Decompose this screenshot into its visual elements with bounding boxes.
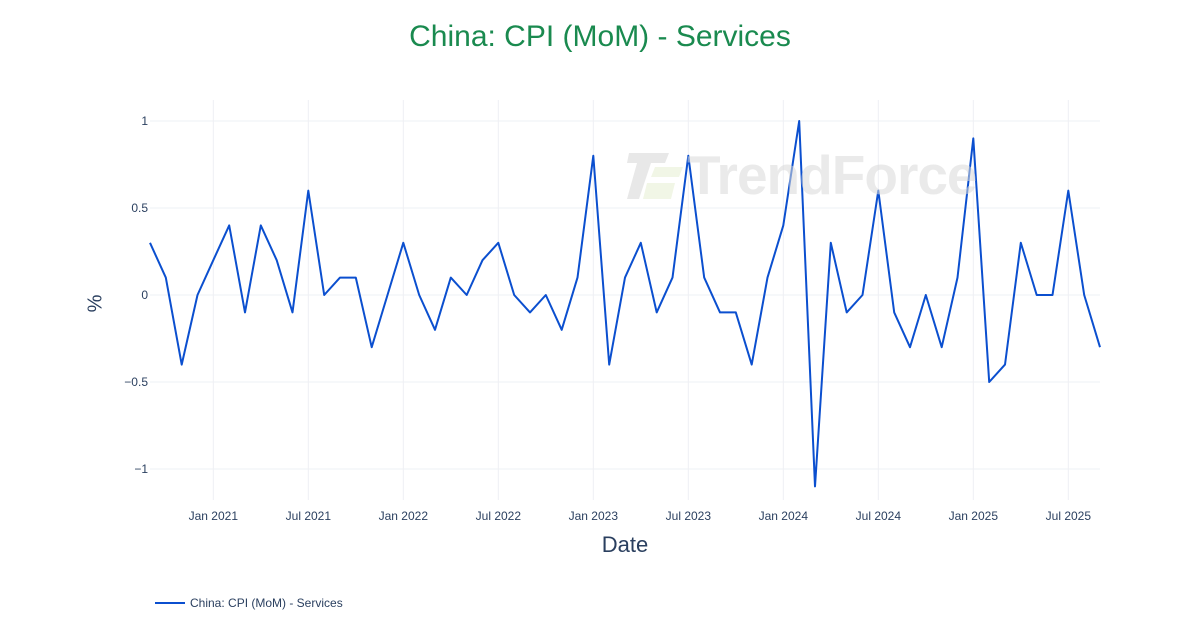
y-tick-label: −1: [134, 462, 148, 476]
x-axis-ticks: Jan 2021 Jul 2021 Jan 2022 Jul 2022 Jan 2023…: [189, 509, 1092, 523]
y-tick-label: 0.5: [131, 201, 148, 215]
trendforce-logo-icon: [625, 147, 685, 203]
x-tick-label: Jul 2023: [666, 509, 712, 523]
x-tick-label: Jul 2021: [286, 509, 332, 523]
trendforce-watermark: TrendForce: [625, 143, 978, 207]
x-tick-label: Jul 2025: [1046, 509, 1092, 523]
legend-line-swatch-icon: [155, 602, 185, 604]
x-tick-label: Jan 2025: [949, 509, 999, 523]
legend[interactable]: China: CPI (MoM) - Services: [155, 596, 343, 610]
x-tick-label: Jul 2024: [856, 509, 902, 523]
x-tick-label: Jan 2021: [189, 509, 239, 523]
chart-title: China: CPI (MoM) - Services: [409, 20, 791, 53]
x-axis-label: Date: [601, 532, 649, 557]
series-line: [149, 120, 1101, 488]
y-axis-label: %: [84, 294, 107, 313]
x-tick-label: Jan 2023: [569, 509, 619, 523]
watermark-text: TrendForce: [687, 144, 978, 206]
y-axis-ticks: 1 0.5 0 −0.5 −1: [124, 114, 148, 476]
x-tick-label: Jan 2022: [379, 509, 429, 523]
x-tick-label: Jan 2024: [759, 509, 809, 523]
y-tick-label: 0: [141, 288, 148, 302]
x-tick-label: Jul 2022: [476, 509, 522, 523]
y-tick-label: 1: [141, 114, 148, 128]
y-tick-label: −0.5: [124, 375, 148, 389]
grid-lines: [150, 100, 1100, 500]
legend-item-label: China: CPI (MoM) - Services: [190, 596, 343, 610]
